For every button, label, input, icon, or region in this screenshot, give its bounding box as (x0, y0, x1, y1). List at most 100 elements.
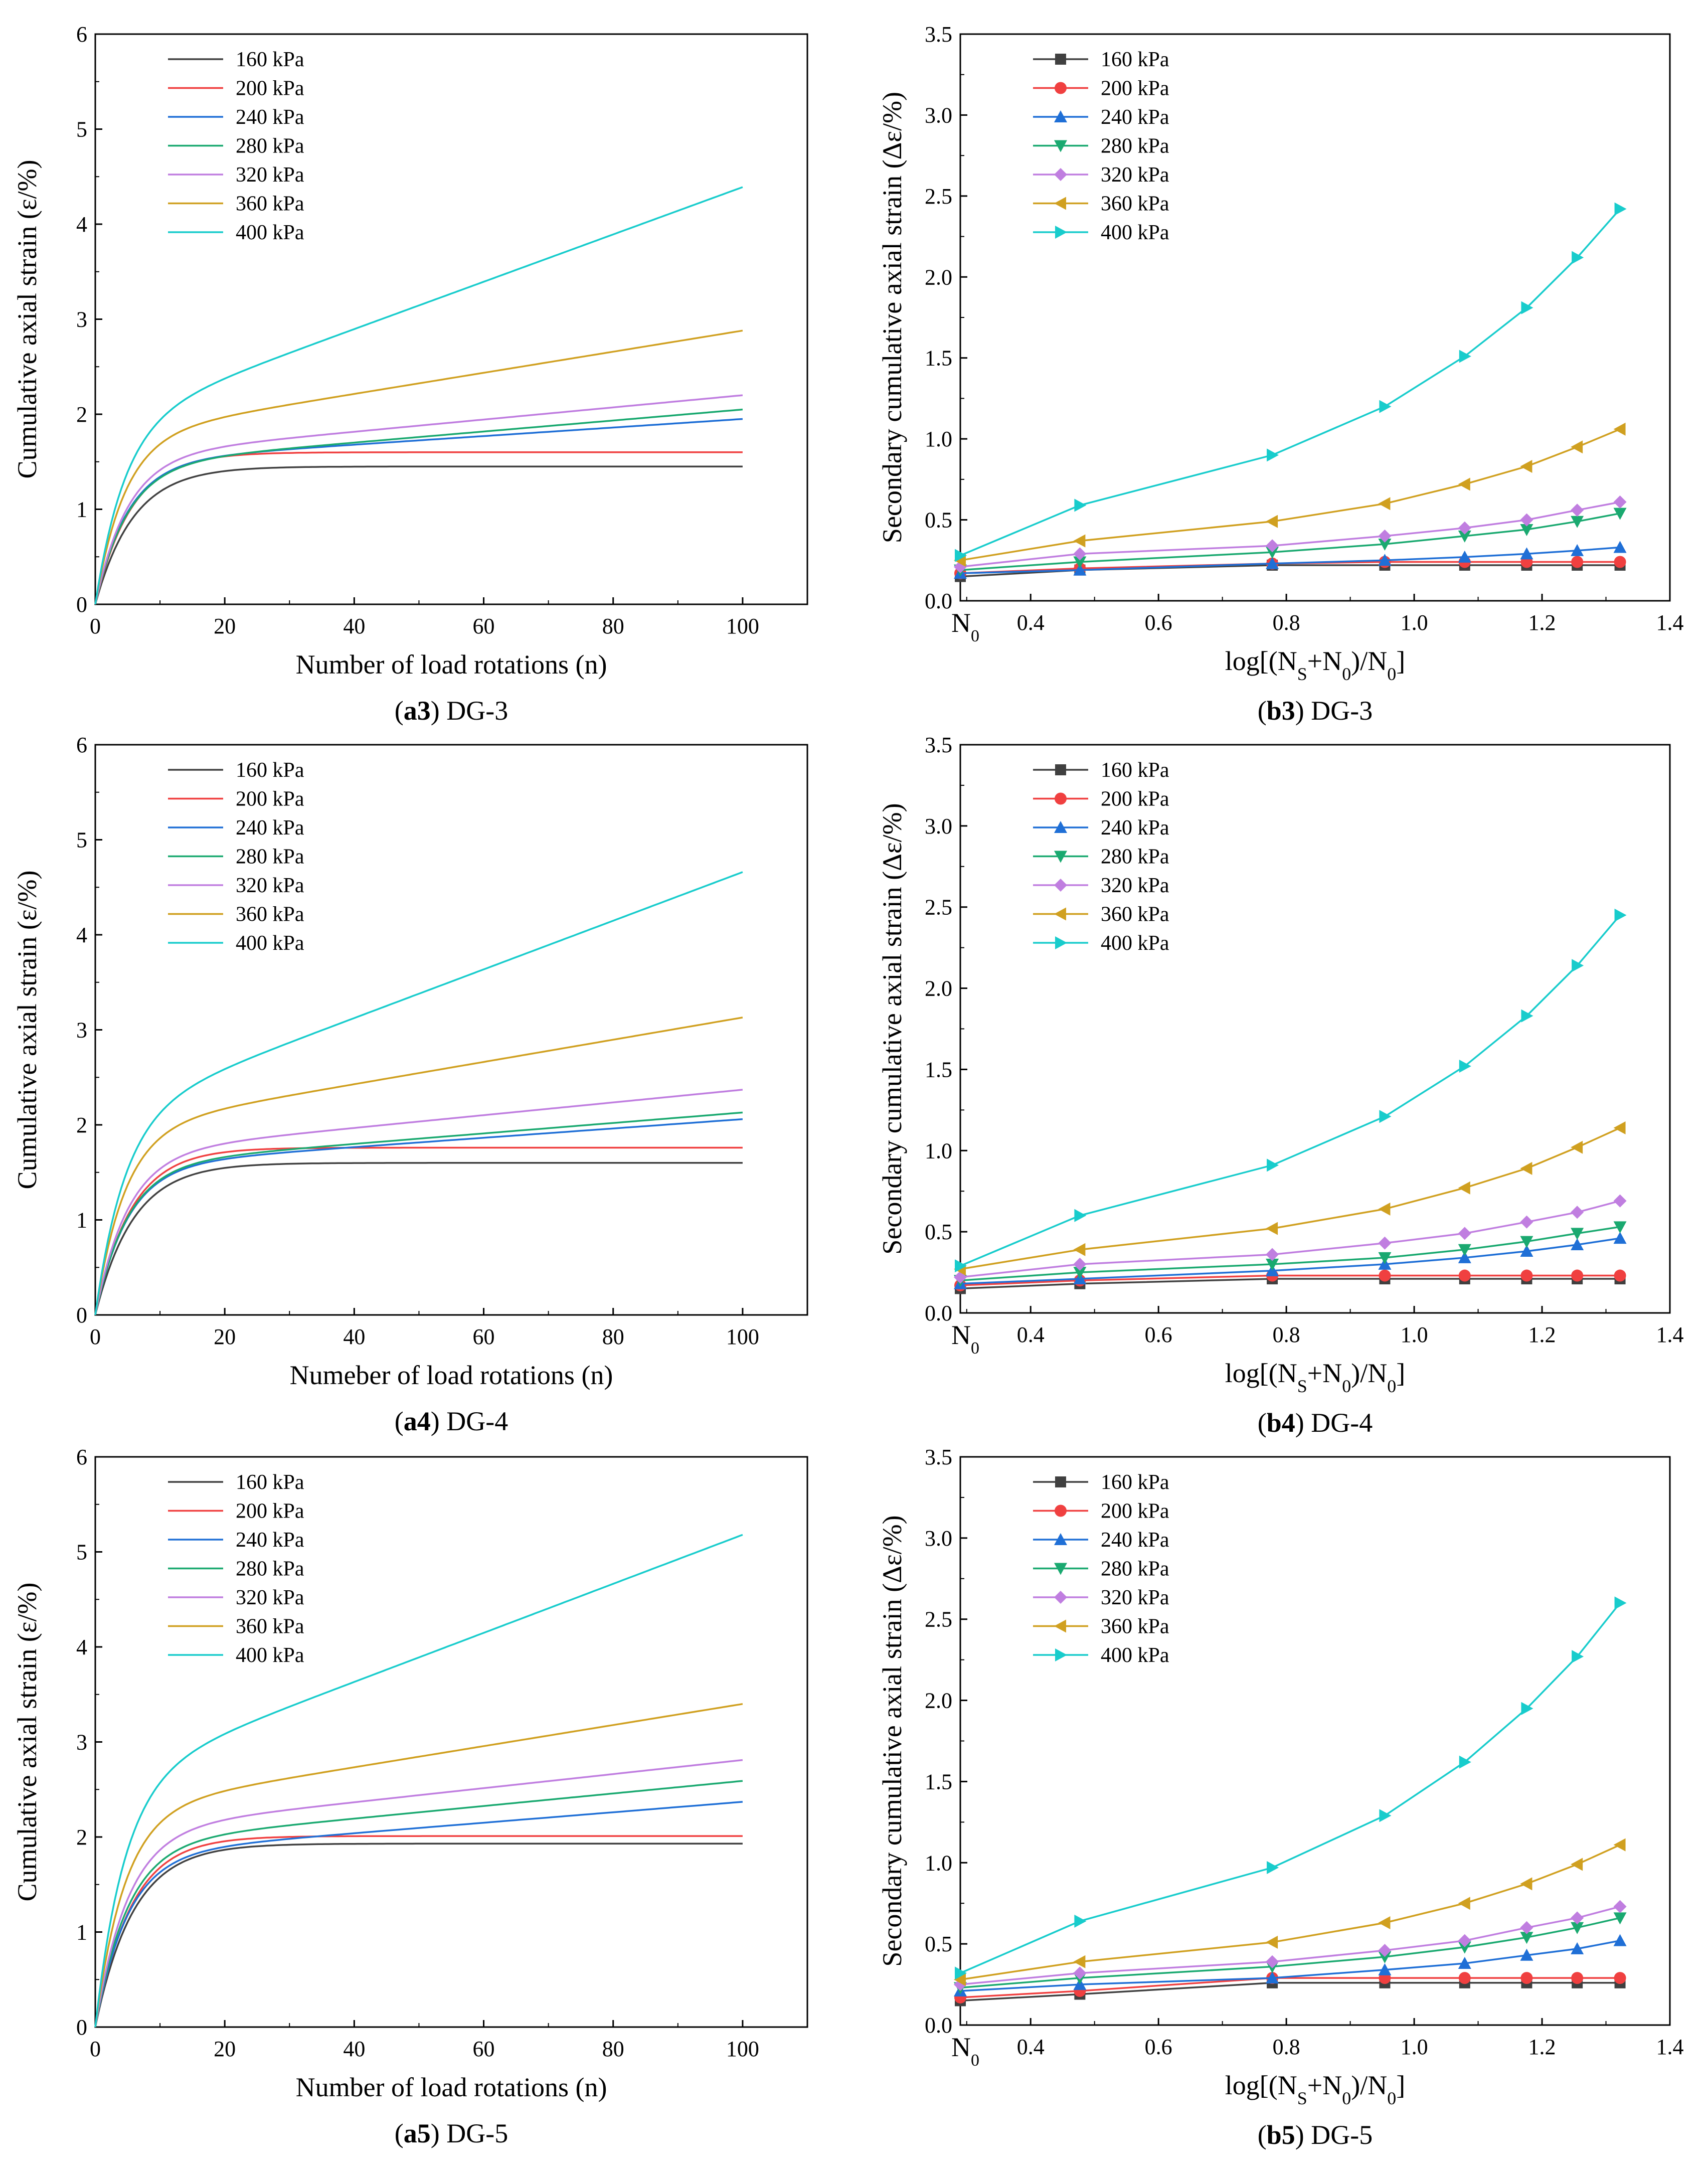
y-tick-label: 2.5 (925, 1607, 952, 1632)
x-origin-label: N0 (951, 2032, 979, 2070)
legend-marker (1054, 907, 1066, 921)
legend-marker (1054, 851, 1067, 863)
data-point (1266, 1222, 1278, 1235)
data-point (1458, 1941, 1471, 1954)
legend-label: 240 kPa (1101, 1529, 1169, 1552)
data-point (1520, 1921, 1533, 1934)
legend-label: 200 kPa (1101, 1500, 1169, 1523)
legend-marker (1054, 1563, 1067, 1575)
data-point (1520, 1877, 1532, 1891)
y-tick-label: 1.0 (925, 1851, 952, 1875)
series-400-kPa (955, 1596, 1627, 1980)
data-point (1571, 1942, 1584, 1954)
data-point (1613, 1900, 1627, 1913)
legend-label: 200 kPa (1101, 788, 1169, 811)
legend-label: 160 kPa (236, 48, 304, 71)
legend-label: 200 kPa (1101, 77, 1169, 100)
x-tick-label: 1.4 (1656, 610, 1684, 635)
series-line (960, 1127, 1621, 1270)
y-axis-label: Secondary cumulative axial strain (Δε/%) (877, 92, 907, 543)
series-240-kPa (954, 541, 1627, 579)
series-160-kPa (94, 1162, 743, 1315)
legend-label: 360 kPa (236, 1615, 304, 1638)
legend-label: 160 kPa (1101, 1471, 1169, 1494)
data-point (1571, 504, 1584, 517)
y-tick-label: 5 (76, 828, 87, 853)
legend-label: 320 kPa (236, 163, 304, 187)
legend-label: 200 kPa (236, 1500, 304, 1523)
legend-marker (1054, 879, 1067, 892)
data-point (955, 549, 967, 562)
legend-label: 400 kPa (1101, 221, 1169, 244)
x-tick-label: 0.8 (1273, 1322, 1300, 1347)
legend-marker (1055, 1648, 1067, 1661)
data-point (1520, 1161, 1532, 1175)
x-tick-label: 0.6 (1145, 610, 1172, 635)
data-point (1613, 1194, 1627, 1208)
data-point (1571, 1140, 1583, 1154)
data-point (1458, 550, 1471, 563)
legend-label: 160 kPa (236, 1471, 304, 1494)
data-point (1378, 497, 1391, 511)
y-tick-label: 1.5 (925, 1057, 952, 1082)
legend-marker (1054, 1591, 1067, 1604)
data-point (1379, 1269, 1391, 1282)
data-point (1613, 1232, 1627, 1244)
y-tick-label: 4 (76, 923, 87, 947)
x-origin-label: N0 (951, 1320, 979, 1358)
series-line (960, 1906, 1621, 1985)
y-tick-label: 2 (76, 402, 87, 427)
series-400-kPa (955, 908, 1627, 1273)
y-tick-label: 2.5 (925, 184, 952, 209)
data-point (1266, 557, 1279, 569)
y-tick-label: 0.0 (925, 1301, 952, 1325)
data-point (1073, 1257, 1087, 1271)
data-point (1378, 1202, 1391, 1216)
legend-label: 360 kPa (236, 903, 304, 926)
data-point (1571, 1238, 1584, 1251)
legend-label: 360 kPa (1101, 1615, 1169, 1638)
legend-marker (1055, 936, 1067, 949)
x-tick-label: 60 (473, 614, 495, 638)
data-point (1459, 350, 1471, 363)
x-tick-label: 20 (214, 1324, 236, 1349)
series-line (94, 465, 743, 605)
y-tick-label: 0 (76, 1303, 87, 1327)
chart-a5: 0 20 40 60 80 100 0 1 2 3 4 5 6 Number of load rotati… (12, 1445, 808, 2148)
series-400-kPa (955, 202, 1627, 562)
data-point (1614, 1269, 1626, 1282)
x-tick-label: 40 (343, 2037, 365, 2061)
series-line (960, 501, 1620, 568)
x-tick-label: 80 (602, 2037, 624, 2061)
x-tick-label: 60 (473, 1324, 495, 1349)
legend-label: 320 kPa (1101, 1586, 1169, 1609)
x-tick-label: 1.2 (1528, 610, 1556, 635)
legend-marker (1054, 1533, 1067, 1545)
series-line (94, 1111, 743, 1315)
legend-label: 360 kPa (1101, 903, 1169, 926)
data-point (1378, 1236, 1392, 1250)
legend-label: 160 kPa (1101, 759, 1169, 782)
data-point (1266, 547, 1279, 559)
series-line (960, 1226, 1620, 1282)
series-200-kPa (94, 1146, 743, 1315)
chart-b4: 0.4 0.6 0.8 1.0 1.2 1.4 N00.0 0.5 1.0 1.5 2.0 2.5 3.… (877, 733, 1684, 1438)
data-point (1458, 530, 1471, 543)
data-point (1571, 1228, 1584, 1240)
legend-label: 400 kPa (236, 932, 304, 955)
legend-label: 400 kPa (1101, 932, 1169, 955)
x-tick-label: 1.0 (1401, 2035, 1428, 2059)
data-point (1266, 1955, 1279, 1968)
x-axis-label: log[(NS+N0)/N0] (1225, 2070, 1405, 2108)
x-axis-label: Number of load rotations (n) (296, 2072, 607, 2102)
legend-label: 280 kPa (1101, 135, 1169, 158)
y-tick-label: 1 (76, 497, 87, 522)
data-point (1613, 1934, 1627, 1946)
x-tick-label: 100 (726, 614, 759, 638)
y-tick-label: 1 (76, 1920, 87, 1945)
legend-label: 400 kPa (1101, 1644, 1169, 1667)
data-point (1520, 1269, 1533, 1282)
y-axis-label: Cumulative axial strain (ε/%) (12, 1582, 42, 1901)
series-line (94, 1534, 743, 2028)
x-tick-label: 1.4 (1656, 2035, 1684, 2059)
